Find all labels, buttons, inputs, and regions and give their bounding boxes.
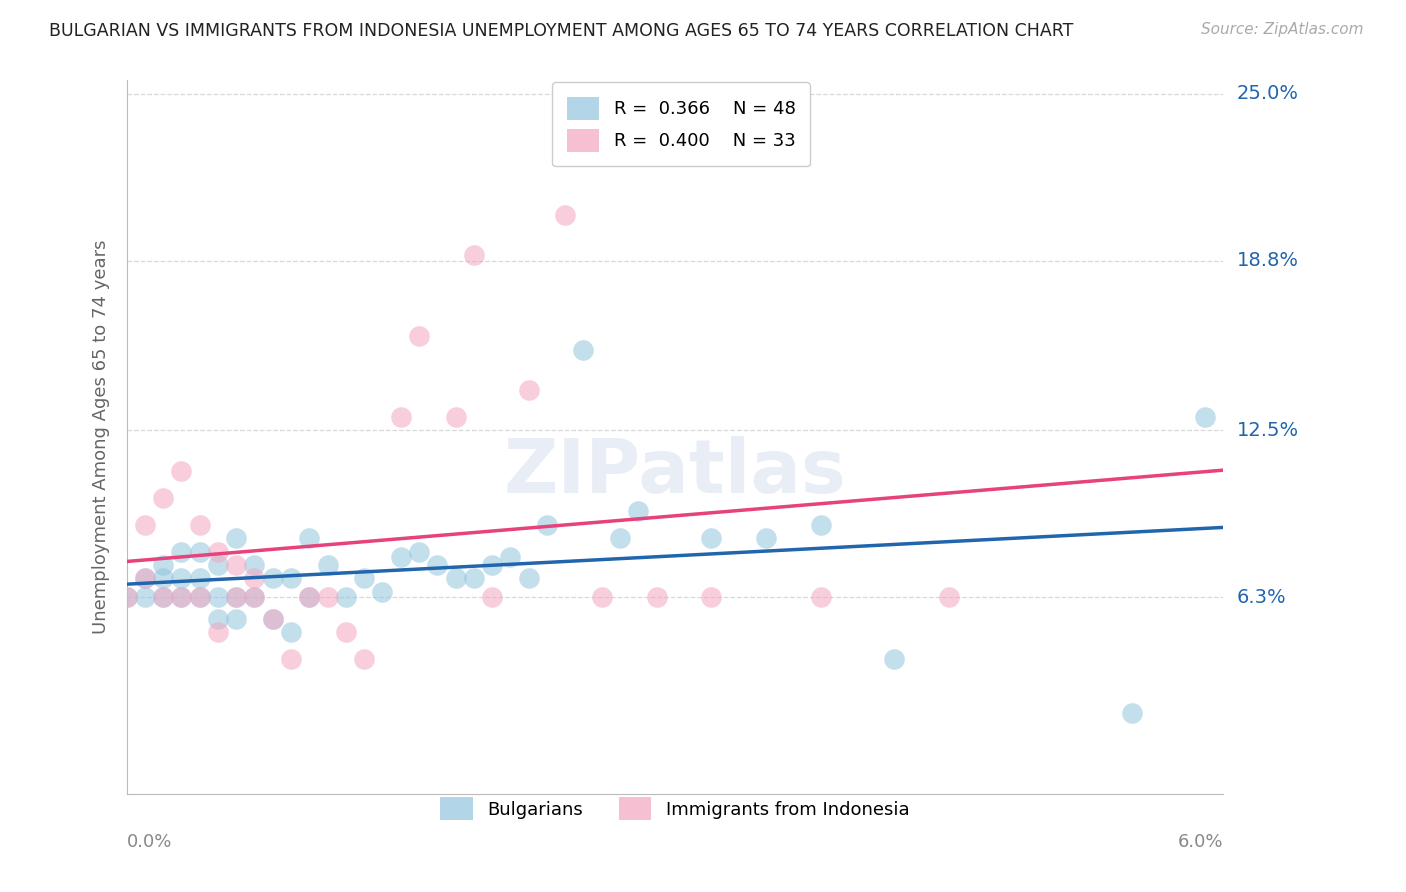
Text: 0.0%: 0.0% [127,833,172,851]
Point [938,591,960,605]
Point [170,464,193,478]
Point [225,612,247,626]
Point [645,591,668,605]
Point [280,571,302,585]
Point [316,591,339,605]
Point [188,591,211,605]
Point [517,571,540,585]
Point [225,591,247,605]
Point [262,612,284,626]
Point [554,208,576,222]
Point [152,558,174,572]
Point [481,558,503,572]
Point [335,625,357,640]
Point [188,517,211,532]
Point [426,558,449,572]
Point [298,591,321,605]
Point [152,591,174,605]
Point [188,571,211,585]
Point [243,591,266,605]
Point [499,549,522,564]
Point [371,585,394,599]
Point [134,571,156,585]
Point [353,571,375,585]
Point [225,531,247,545]
Point [134,517,156,532]
Text: 6.3%: 6.3% [1237,588,1286,607]
Point [134,591,156,605]
Point [115,591,138,605]
Point [316,558,339,572]
Point [444,571,467,585]
Point [280,625,302,640]
Point [115,591,138,605]
Point [262,612,284,626]
Point [700,531,723,545]
Point [225,591,247,605]
Point [572,343,595,357]
Point [170,591,193,605]
Point [536,517,558,532]
Point [207,544,229,558]
Point [152,571,174,585]
Point [170,571,193,585]
Point [1194,409,1216,424]
Point [152,491,174,505]
Text: BULGARIAN VS IMMIGRANTS FROM INDONESIA UNEMPLOYMENT AMONG AGES 65 TO 74 YEARS CO: BULGARIAN VS IMMIGRANTS FROM INDONESIA U… [49,22,1074,40]
Point [1121,706,1143,720]
Point [298,591,321,605]
Point [243,591,266,605]
Point [591,591,613,605]
Point [280,652,302,666]
Point [883,652,905,666]
Point [408,329,430,343]
Point [207,612,229,626]
Point [810,517,832,532]
Point [335,591,357,605]
Point [463,248,485,262]
Point [170,544,193,558]
Point [389,409,412,424]
Point [207,625,229,640]
Text: 6.0%: 6.0% [1178,833,1223,851]
Point [810,591,832,605]
Point [207,591,229,605]
Point [207,558,229,572]
Point [188,591,211,605]
Point [243,558,266,572]
Point [755,531,778,545]
Text: Source: ZipAtlas.com: Source: ZipAtlas.com [1201,22,1364,37]
Point [225,558,247,572]
Text: 18.8%: 18.8% [1237,252,1299,270]
Point [517,383,540,397]
Point [298,531,321,545]
Text: 12.5%: 12.5% [1237,421,1299,440]
Text: ZIPatlas: ZIPatlas [503,436,846,509]
Y-axis label: Unemployment Among Ages 65 to 74 years: Unemployment Among Ages 65 to 74 years [91,240,110,634]
Point [444,409,467,424]
Point [700,591,723,605]
Legend: Bulgarians, Immigrants from Indonesia: Bulgarians, Immigrants from Indonesia [426,782,924,835]
Point [481,591,503,605]
Point [609,531,631,545]
Point [463,571,485,585]
Point [627,504,650,518]
Point [353,652,375,666]
Point [188,544,211,558]
Point [152,591,174,605]
Point [408,544,430,558]
Point [389,549,412,564]
Point [262,571,284,585]
Point [170,591,193,605]
Point [243,571,266,585]
Text: 25.0%: 25.0% [1237,84,1299,103]
Point [134,571,156,585]
